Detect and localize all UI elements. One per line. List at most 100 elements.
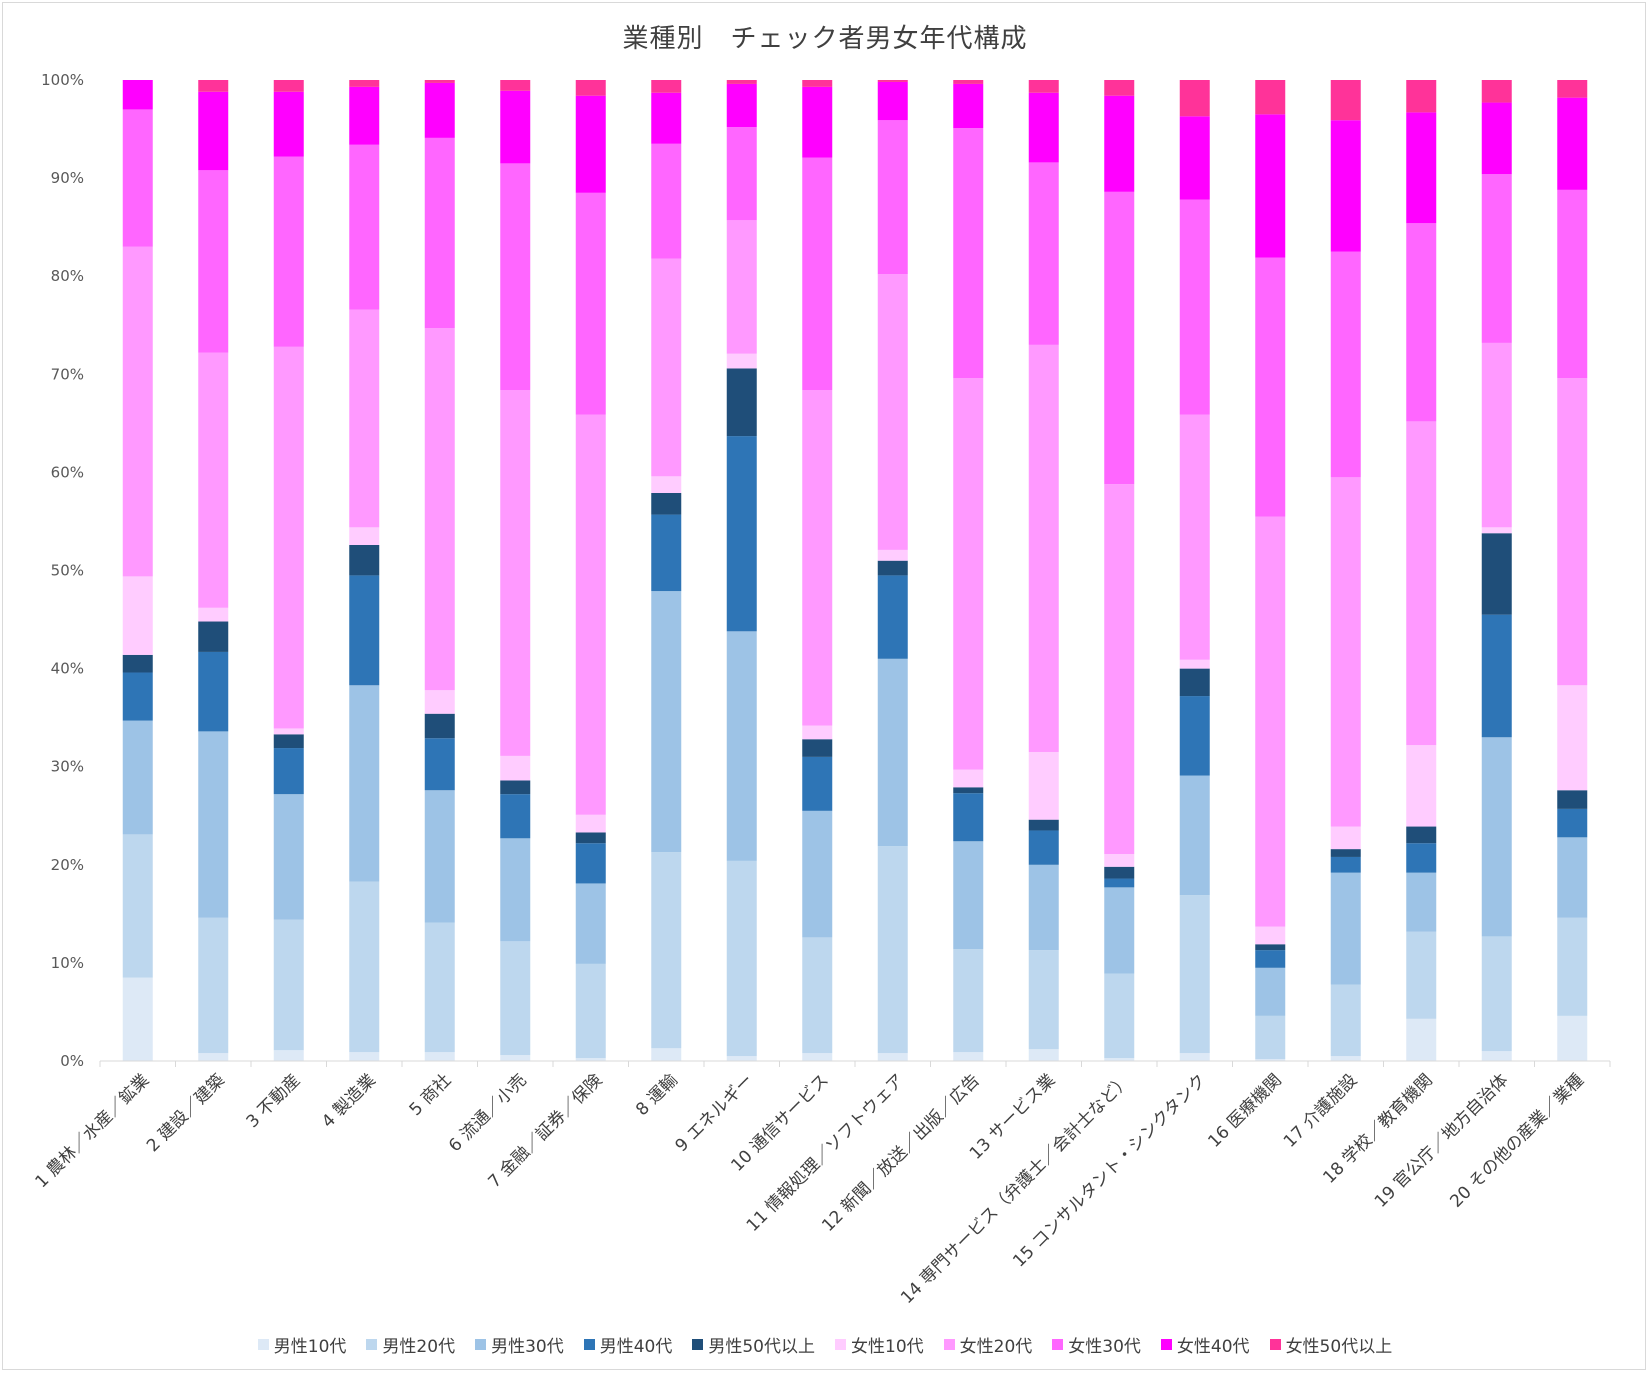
legend-label: 女性20代: [959, 1337, 1033, 1357]
legend: 男性10代 男性20代 男性30代 男性40代 男性50代以上 女性10代 女性20代 女性3…: [0, 1332, 1650, 1357]
bar-segment: [1557, 1015, 1588, 1061]
bar-segment: [651, 1048, 682, 1061]
bar-segment: [1104, 878, 1135, 888]
bar-segment: [1028, 162, 1059, 345]
bar-segment: [424, 80, 455, 83]
bar-segment: [273, 919, 304, 1051]
legend-swatch: [835, 1339, 846, 1350]
legend-swatch: [475, 1339, 487, 1350]
bar-segment: [349, 527, 380, 545]
bar-segment: [1179, 80, 1210, 117]
legend-swatch: [1160, 1339, 1172, 1350]
bar-segment: [651, 852, 682, 1049]
bar-segment: [1104, 80, 1135, 96]
legend-item: 女性50代以上: [1269, 1332, 1392, 1357]
legend-item: 女性40代: [1160, 1332, 1250, 1357]
bar-segment: [1179, 895, 1210, 1054]
y-tick-label: 50%: [51, 562, 84, 580]
bar-segment: [198, 170, 229, 353]
bar-segment: [1255, 926, 1286, 945]
bar-segment: [122, 672, 153, 721]
bar-segment: [802, 756, 833, 811]
bar-segment: [500, 755, 531, 781]
legend-label: 女性10代: [851, 1337, 924, 1357]
bar-segment: [953, 80, 984, 84]
bar-segment: [802, 86, 833, 158]
bar-segment: [1028, 819, 1059, 831]
bar-segment: [877, 549, 908, 561]
bar-segment: [802, 739, 833, 757]
legend-item: 女性30代: [1052, 1332, 1141, 1357]
y-tick-label: 0%: [60, 1052, 84, 1070]
bar-segment: [1255, 967, 1286, 1016]
bar-segment: [1557, 837, 1588, 918]
bar-segment: [273, 346, 304, 729]
bar-segment: [1406, 745, 1437, 827]
bar-segment: [953, 378, 984, 770]
bar-segment: [1330, 80, 1361, 121]
bar-segment: [424, 922, 455, 1053]
bar-segment: [651, 493, 682, 515]
bar-segment: [1481, 80, 1512, 103]
x-tick-label: 17 介護施設: [1280, 1070, 1361, 1151]
legend-label: 女性40代: [1176, 1337, 1250, 1357]
bar-segment: [953, 949, 984, 1053]
bar-segment: [1330, 1056, 1361, 1061]
x-tick-label: 4 製造業: [318, 1070, 380, 1132]
bar-segment: [1255, 1059, 1286, 1061]
legend-swatch: [943, 1339, 955, 1350]
bar-segment: [424, 137, 455, 329]
bar-segment: [953, 787, 984, 794]
bar-segment: [1330, 251, 1361, 478]
bar-segment: [1557, 97, 1588, 190]
legend-item: 女性20代: [943, 1332, 1033, 1357]
bar-segment: [953, 769, 984, 788]
bar-segment: [1028, 830, 1059, 865]
bar-segment: [1330, 120, 1361, 252]
bar-segment: [1557, 917, 1588, 1016]
bar-segment: [122, 720, 153, 835]
bar-segment: [575, 843, 606, 884]
bar-segment: [198, 651, 229, 732]
bar-segment: [273, 748, 304, 795]
bar-segment: [953, 128, 984, 379]
bar-segment: [651, 476, 682, 494]
bar-segment: [1179, 199, 1210, 415]
bar-segment: [1028, 950, 1059, 1050]
legend-item: 男性50代以上: [692, 1332, 815, 1357]
bar-segment: [122, 576, 153, 655]
bar-segment: [349, 309, 380, 528]
bar-segment: [1330, 856, 1361, 873]
bar-segment: [651, 143, 682, 259]
bar-segment: [802, 937, 833, 1054]
bar-segment: [198, 607, 229, 622]
legend-label: 男性40代: [599, 1337, 673, 1357]
bar-segment: [349, 1052, 380, 1061]
bar-segment: [651, 514, 682, 592]
bar-segment: [122, 109, 153, 247]
bar-segment: [1330, 872, 1361, 985]
y-tick-label: 20%: [51, 856, 84, 874]
bar-segment: [802, 810, 833, 938]
bar-segment: [1481, 737, 1512, 937]
x-tick-label: 2 建設／建築: [143, 1070, 229, 1156]
bar-segment: [1104, 973, 1135, 1059]
bar-segment: [877, 120, 908, 275]
bar-segment: [726, 368, 757, 437]
legend-swatch: [366, 1339, 378, 1350]
bar-segment: [1330, 826, 1361, 850]
bar-segment: [1406, 931, 1437, 1019]
bar-segment: [575, 1058, 606, 1061]
bar-segment: [877, 81, 908, 121]
bar-segment: [1104, 1058, 1135, 1061]
bar-segment: [726, 80, 757, 84]
bar-segment: [198, 917, 229, 1054]
bar-segment: [500, 838, 531, 942]
bar-segment: [1255, 944, 1286, 951]
bar-segment: [1255, 114, 1286, 258]
bar-segment: [273, 794, 304, 920]
y-tick-label: 40%: [51, 660, 84, 678]
bar-segment: [1557, 790, 1588, 809]
bar-segment: [349, 80, 380, 87]
bar-segment: [953, 1052, 984, 1061]
